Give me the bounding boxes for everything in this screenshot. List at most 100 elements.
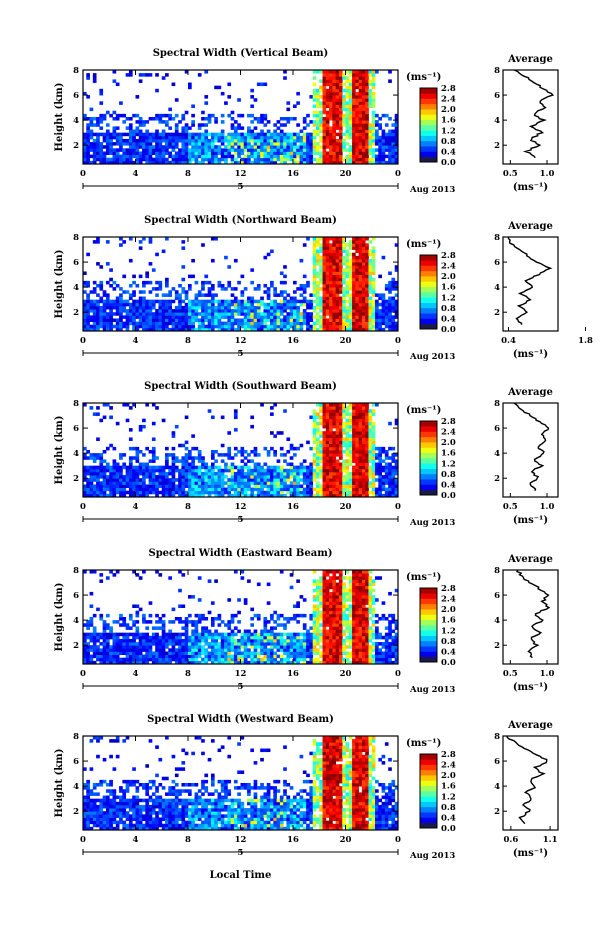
heatmap-cell xyxy=(109,132,113,137)
heatmap-cell xyxy=(109,490,113,495)
heatmap-cell xyxy=(197,465,202,470)
heatmap-cell xyxy=(214,145,218,149)
heatmap-cell xyxy=(348,73,353,77)
heatmap-cell xyxy=(329,91,333,96)
heatmap-cell xyxy=(89,481,94,485)
heatmap-cell xyxy=(319,280,323,285)
heatmap-cell xyxy=(204,129,209,134)
heatmap-cell xyxy=(312,415,317,420)
heatmap-cell xyxy=(184,157,189,162)
heatmap-cell xyxy=(89,660,94,665)
heatmap-cell xyxy=(368,274,373,279)
heatmap-cell xyxy=(371,481,376,485)
heatmap-cell xyxy=(171,475,176,479)
heatmap-cell xyxy=(378,324,382,329)
heatmap-cell xyxy=(325,160,330,165)
heatmap-cell xyxy=(112,465,117,470)
heatmap-cell xyxy=(329,265,333,269)
heatmap-cell xyxy=(342,120,346,124)
heatmap-cell xyxy=(135,493,140,498)
heatmap-cell xyxy=(171,299,176,304)
heatmap-cell xyxy=(355,462,360,467)
heatmap-cell xyxy=(368,437,373,441)
heatmap-cell xyxy=(132,318,136,322)
heatmap-cell xyxy=(168,135,172,140)
heatmap-cell xyxy=(309,135,314,140)
heatmap-cell xyxy=(384,312,389,316)
heatmap-cell xyxy=(86,487,90,492)
y-tick-label: 6 xyxy=(73,258,79,268)
colorbar-tick-label: 2.8 xyxy=(441,84,456,94)
heatmap-cell xyxy=(181,113,186,118)
heatmap-cell xyxy=(365,255,369,260)
heatmap-cell xyxy=(342,243,346,247)
heatmap-cell xyxy=(365,481,369,485)
heatmap-cell xyxy=(102,113,107,118)
heatmap-cell xyxy=(381,135,386,140)
heatmap-cell xyxy=(361,107,366,112)
heatmap-cell xyxy=(128,471,133,476)
heatmap-cell xyxy=(325,406,330,410)
heatmap-cell xyxy=(266,142,271,146)
heatmap-cell xyxy=(105,484,110,488)
heatmap-cell xyxy=(89,315,94,319)
heatmap-cell xyxy=(388,321,392,326)
heatmap-cell xyxy=(201,481,205,485)
heatmap-cell xyxy=(86,296,90,301)
heatmap-cell xyxy=(253,471,258,476)
heatmap-cell xyxy=(371,117,376,121)
heatmap-cell xyxy=(368,490,373,495)
heatmap-cell xyxy=(135,654,140,659)
heatmap-cell xyxy=(132,132,136,137)
heatmap-cell xyxy=(132,135,136,140)
heatmap-cell xyxy=(315,280,320,285)
heatmap-cell xyxy=(365,138,369,143)
heatmap-cell xyxy=(151,312,156,316)
heatmap-cell xyxy=(122,453,127,457)
heatmap-cell xyxy=(178,315,182,319)
heatmap-cell xyxy=(306,132,310,137)
heatmap-cell xyxy=(329,487,333,492)
heatmap-cell xyxy=(355,265,360,269)
heatmap-cell xyxy=(165,456,169,460)
heatmap-cell xyxy=(122,462,127,467)
heatmap-cell xyxy=(368,290,373,294)
heatmap-cell xyxy=(256,138,261,143)
heatmap-cell xyxy=(325,120,330,124)
heatmap-cell xyxy=(256,145,261,149)
heatmap-cell xyxy=(142,620,146,624)
heatmap-cell xyxy=(220,148,225,152)
heatmap-cell xyxy=(174,465,179,470)
heatmap-cell xyxy=(355,456,360,460)
heatmap-cell xyxy=(375,154,379,159)
heatmap-cell xyxy=(352,453,356,457)
heatmap-cell xyxy=(332,406,337,410)
heatmap-cell xyxy=(125,138,130,143)
heatmap-cell xyxy=(99,126,104,130)
heatmap-cell xyxy=(355,318,360,322)
heatmap-cell xyxy=(338,493,343,498)
heatmap-cell xyxy=(289,481,294,485)
heatmap-cell xyxy=(233,409,238,413)
heatmap-cell xyxy=(352,475,356,479)
heatmap-cell xyxy=(342,255,346,260)
heatmap-cell xyxy=(132,446,136,451)
heatmap-cell xyxy=(342,113,346,118)
heatmap-cell xyxy=(348,88,353,93)
heatmap-cell xyxy=(338,129,343,134)
heatmap-cell xyxy=(325,91,330,96)
heatmap-cell xyxy=(365,484,369,488)
heatmap-cell xyxy=(368,129,373,134)
heatmap-cell xyxy=(122,309,127,313)
heatmap-cell xyxy=(352,95,356,99)
heatmap-cell xyxy=(125,623,130,627)
heatmap-cell xyxy=(89,570,94,574)
heatmap-cell xyxy=(92,635,97,640)
heatmap-cell xyxy=(283,265,287,269)
heatmap-cell xyxy=(306,123,310,127)
heatmap-cell xyxy=(128,459,133,463)
heatmap-cell xyxy=(345,104,350,108)
heatmap-cell xyxy=(273,490,277,495)
heatmap-cell xyxy=(260,487,264,492)
heatmap-cell xyxy=(368,315,373,319)
